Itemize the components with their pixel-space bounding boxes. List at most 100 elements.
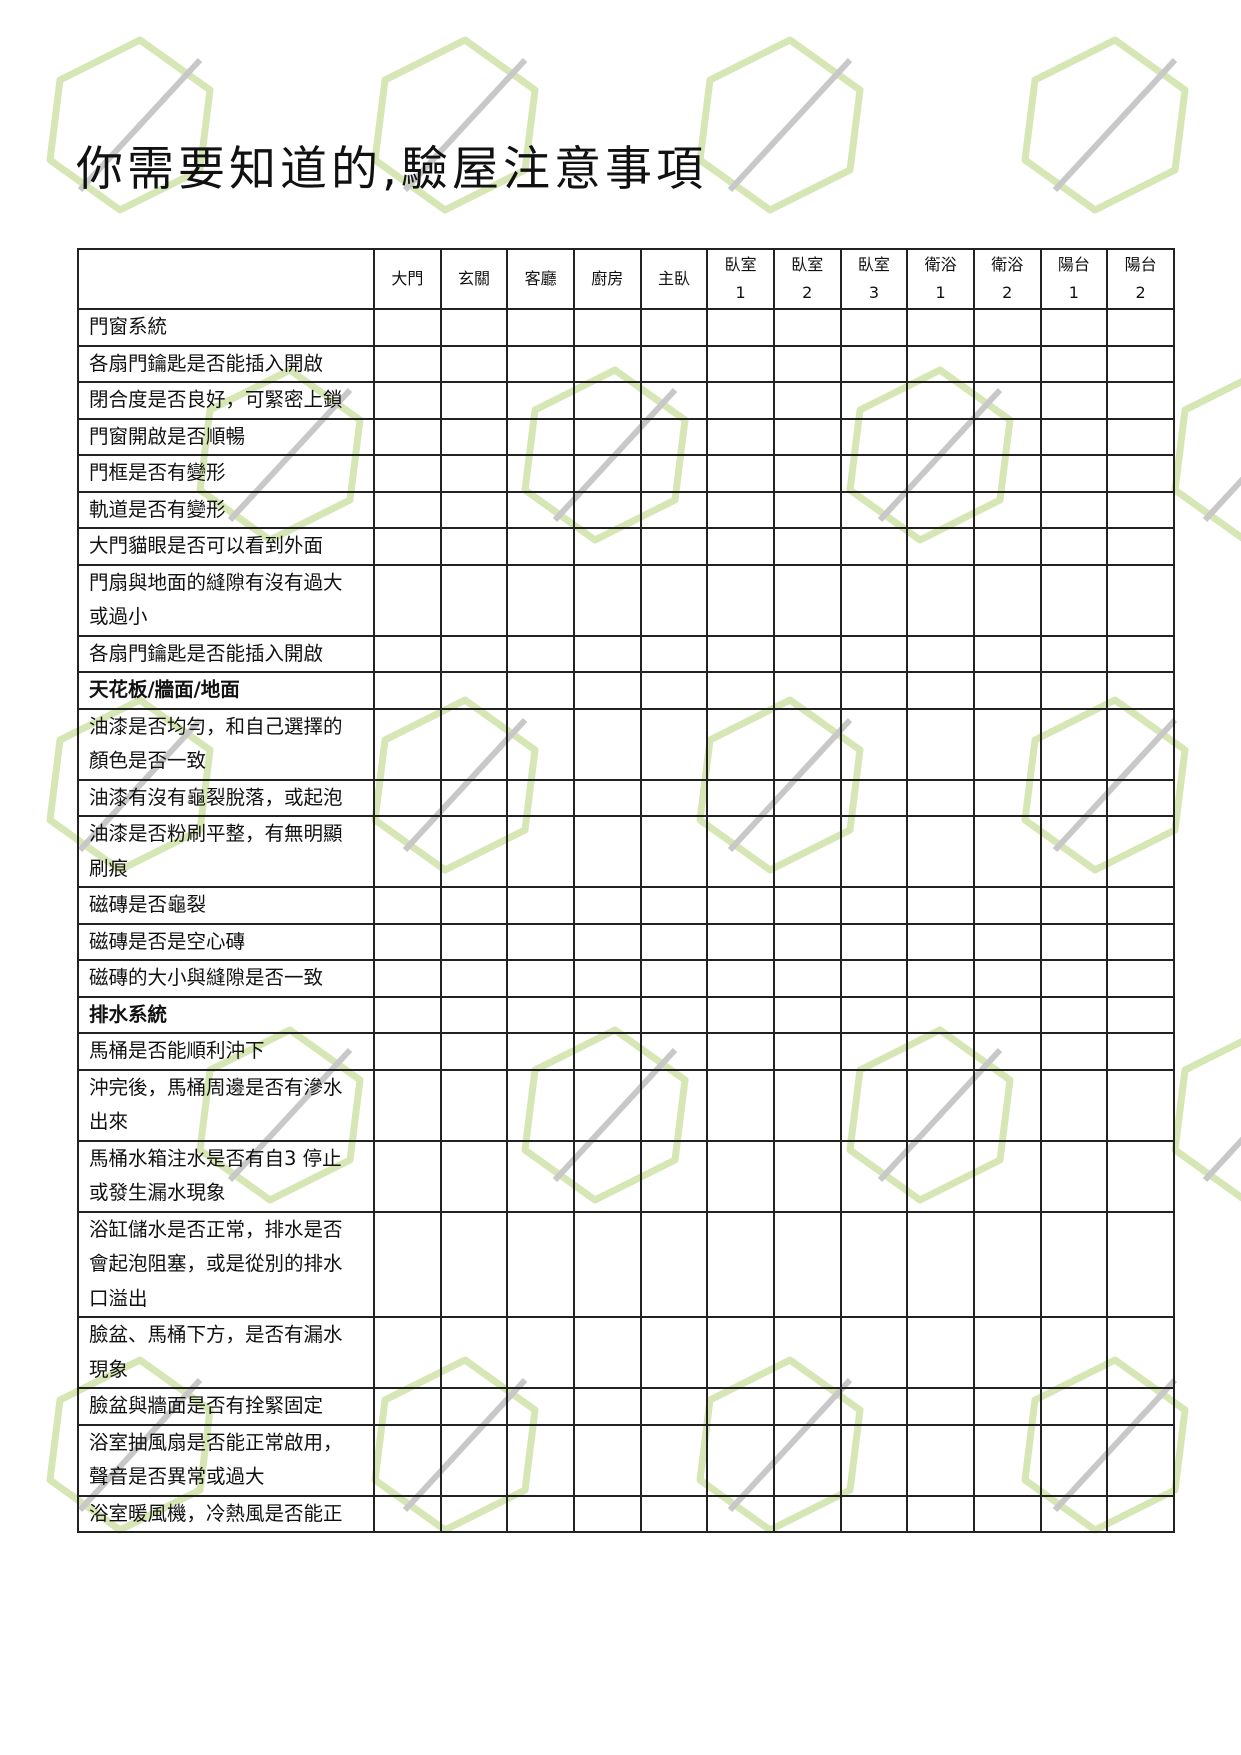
check-cell[interactable] xyxy=(706,527,775,566)
check-cell[interactable] xyxy=(706,1423,775,1497)
check-cell[interactable] xyxy=(972,1139,1042,1213)
check-cell[interactable] xyxy=(1039,490,1109,529)
check-cell[interactable] xyxy=(572,1494,642,1533)
check-cell[interactable] xyxy=(772,1316,842,1389)
check-cell[interactable] xyxy=(506,1316,575,1389)
check-cell[interactable] xyxy=(439,344,509,383)
check-cell[interactable] xyxy=(839,1494,909,1533)
check-cell[interactable] xyxy=(839,886,909,925)
check-cell[interactable] xyxy=(706,454,775,493)
check-cell[interactable] xyxy=(572,1139,642,1213)
check-cell[interactable] xyxy=(1106,381,1175,420)
check-cell[interactable] xyxy=(639,1068,709,1142)
check-cell[interactable] xyxy=(1106,815,1175,888)
check-cell[interactable] xyxy=(439,1068,509,1142)
check-cell[interactable] xyxy=(1106,1210,1175,1318)
check-cell[interactable] xyxy=(1039,344,1109,383)
check-cell[interactable] xyxy=(772,1494,842,1533)
check-cell[interactable] xyxy=(506,381,575,420)
check-cell[interactable] xyxy=(1039,417,1109,456)
check-cell[interactable] xyxy=(839,344,909,383)
check-cell[interactable] xyxy=(439,995,509,1034)
check-cell[interactable] xyxy=(906,381,975,420)
check-cell[interactable] xyxy=(1106,454,1175,493)
check-cell[interactable] xyxy=(906,527,975,566)
check-cell[interactable] xyxy=(1039,886,1109,925)
check-cell[interactable] xyxy=(706,671,775,710)
check-cell[interactable] xyxy=(972,1210,1042,1318)
check-cell[interactable] xyxy=(439,527,509,566)
check-cell[interactable] xyxy=(906,1139,975,1213)
check-cell[interactable] xyxy=(506,344,575,383)
check-cell[interactable] xyxy=(906,490,975,529)
check-cell[interactable] xyxy=(772,381,842,420)
check-cell[interactable] xyxy=(1106,707,1175,781)
check-cell[interactable] xyxy=(506,1387,575,1426)
check-cell[interactable] xyxy=(839,671,909,710)
check-cell[interactable] xyxy=(972,707,1042,781)
check-cell[interactable] xyxy=(706,778,775,817)
check-cell[interactable] xyxy=(506,1494,575,1533)
check-cell[interactable] xyxy=(706,707,775,781)
check-cell[interactable] xyxy=(706,381,775,420)
check-cell[interactable] xyxy=(639,1494,709,1533)
check-cell[interactable] xyxy=(439,1423,509,1497)
check-cell[interactable] xyxy=(839,308,909,347)
check-cell[interactable] xyxy=(373,1210,442,1318)
check-cell[interactable] xyxy=(506,815,575,888)
check-cell[interactable] xyxy=(439,1210,509,1318)
check-cell[interactable] xyxy=(706,1068,775,1142)
check-cell[interactable] xyxy=(772,995,842,1034)
check-cell[interactable] xyxy=(906,344,975,383)
check-cell[interactable] xyxy=(1039,1032,1109,1071)
check-cell[interactable] xyxy=(839,707,909,781)
check-cell[interactable] xyxy=(373,886,442,925)
check-cell[interactable] xyxy=(1039,671,1109,710)
check-cell[interactable] xyxy=(1039,959,1109,998)
check-cell[interactable] xyxy=(772,815,842,888)
check-cell[interactable] xyxy=(572,959,642,998)
check-cell[interactable] xyxy=(439,1032,509,1071)
check-cell[interactable] xyxy=(839,563,909,637)
check-cell[interactable] xyxy=(506,563,575,637)
check-cell[interactable] xyxy=(439,1387,509,1426)
check-cell[interactable] xyxy=(772,1032,842,1071)
check-cell[interactable] xyxy=(1106,959,1175,998)
check-cell[interactable] xyxy=(572,454,642,493)
check-cell[interactable] xyxy=(1039,308,1109,347)
check-cell[interactable] xyxy=(506,886,575,925)
check-cell[interactable] xyxy=(972,1068,1042,1142)
check-cell[interactable] xyxy=(906,922,975,961)
check-cell[interactable] xyxy=(439,671,509,710)
check-cell[interactable] xyxy=(373,815,442,888)
check-cell[interactable] xyxy=(1039,381,1109,420)
check-cell[interactable] xyxy=(1039,1210,1109,1318)
check-cell[interactable] xyxy=(439,959,509,998)
check-cell[interactable] xyxy=(572,1032,642,1071)
check-cell[interactable] xyxy=(373,959,442,998)
check-cell[interactable] xyxy=(839,1423,909,1497)
check-cell[interactable] xyxy=(906,886,975,925)
check-cell[interactable] xyxy=(706,1032,775,1071)
check-cell[interactable] xyxy=(706,490,775,529)
check-cell[interactable] xyxy=(772,959,842,998)
check-cell[interactable] xyxy=(639,886,709,925)
check-cell[interactable] xyxy=(1106,1423,1175,1497)
check-cell[interactable] xyxy=(772,1423,842,1497)
check-cell[interactable] xyxy=(772,563,842,637)
check-cell[interactable] xyxy=(706,308,775,347)
check-cell[interactable] xyxy=(839,527,909,566)
check-cell[interactable] xyxy=(772,707,842,781)
check-cell[interactable] xyxy=(972,815,1042,888)
check-cell[interactable] xyxy=(1106,1316,1175,1389)
check-cell[interactable] xyxy=(639,381,709,420)
check-cell[interactable] xyxy=(373,1032,442,1071)
check-cell[interactable] xyxy=(839,454,909,493)
check-cell[interactable] xyxy=(772,1387,842,1426)
check-cell[interactable] xyxy=(906,1423,975,1497)
check-cell[interactable] xyxy=(572,778,642,817)
check-cell[interactable] xyxy=(373,1423,442,1497)
check-cell[interactable] xyxy=(839,490,909,529)
check-cell[interactable] xyxy=(506,454,575,493)
check-cell[interactable] xyxy=(972,778,1042,817)
